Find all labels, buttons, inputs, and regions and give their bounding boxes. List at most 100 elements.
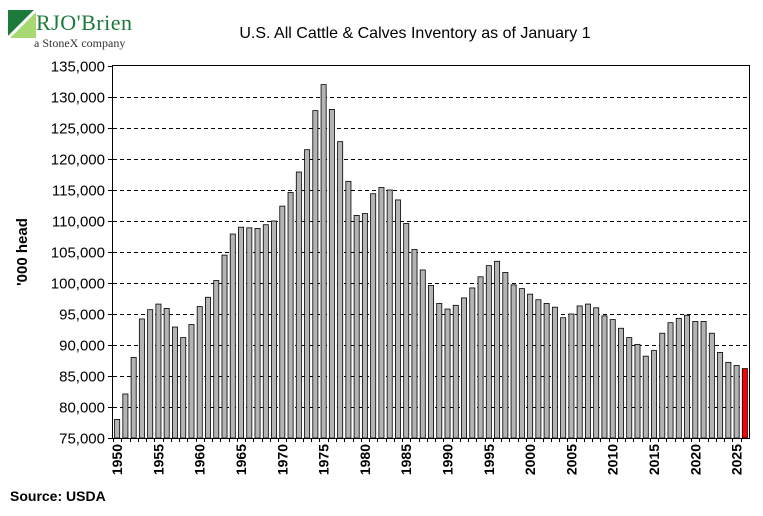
bar-2021	[700, 321, 707, 439]
x-axis-ticks: 1950 1955 1960 1965 1970 1975 1980 1985 1990 1995…	[109, 438, 745, 475]
bar-2023	[717, 352, 724, 439]
source-note: Source: USDA	[10, 488, 106, 504]
x-tick-label: 1970	[274, 444, 290, 475]
bar-1981	[370, 193, 377, 439]
bar-2013	[634, 343, 641, 439]
bar-2025	[733, 365, 740, 439]
x-tick-label: 1995	[481, 444, 497, 475]
bar-1974	[312, 110, 319, 439]
x-tick-label: 1960	[192, 444, 208, 475]
bar-2004	[560, 317, 567, 439]
x-tick-label: 1965	[233, 444, 249, 475]
bar-2009	[601, 315, 608, 439]
chart-title: U.S. All Cattle & Calves Inventory as of…	[239, 25, 590, 42]
bar-2026	[741, 368, 748, 439]
bar-1982	[378, 187, 385, 439]
y-tick-label: 75,000	[59, 431, 105, 448]
bar-1950	[114, 418, 121, 439]
bar-1955	[155, 303, 162, 439]
x-tick-label: 1985	[398, 444, 414, 475]
x-tick-label: 2020	[687, 444, 703, 475]
bar-2010	[609, 319, 616, 439]
bar-1995	[485, 265, 492, 439]
bar-1961	[205, 296, 211, 439]
bar-1997	[502, 272, 509, 439]
y-axis-ticks: 75,000 80,000 85,000 90,000 95,000 100,000 105…	[51, 59, 113, 448]
y-tick-label: 135,000	[51, 59, 105, 76]
bar-1958	[180, 337, 187, 439]
bar-1980	[361, 213, 368, 439]
x-tick-label: 1980	[357, 444, 373, 475]
bar-1992	[461, 297, 468, 439]
y-tick-label: 95,000	[59, 307, 105, 324]
x-tick-label: 1990	[440, 444, 456, 475]
bar-1969	[271, 220, 278, 439]
bar-1972	[295, 171, 302, 439]
bar-1954	[147, 309, 154, 439]
logo-name: RJO'Brien	[36, 10, 133, 35]
bar-2007	[584, 303, 591, 439]
y-tick-label: 115,000	[52, 183, 105, 200]
bar-1989	[436, 303, 443, 439]
y-tick-label: 130,000	[51, 90, 105, 107]
bar-1970	[279, 205, 286, 439]
x-tick-label: 2005	[563, 444, 579, 475]
bar-1988	[428, 285, 434, 439]
bar-1990	[444, 308, 451, 439]
bar-2019	[684, 314, 691, 439]
bar-1952	[130, 356, 137, 439]
bar-2015	[651, 350, 657, 439]
y-tick-label: 120,000	[51, 152, 105, 169]
bar-1968	[262, 224, 269, 439]
bar-1967	[254, 228, 261, 439]
bars	[114, 84, 748, 439]
bar-1953	[138, 318, 145, 439]
bar-2024	[725, 361, 732, 439]
bar-2011	[618, 327, 624, 439]
bar-1959	[188, 324, 195, 439]
bar-2001	[535, 299, 542, 439]
bar-1985	[403, 223, 410, 439]
y-axis-label: '000 head	[14, 218, 31, 286]
bar-2002	[543, 303, 550, 439]
y-tick-label: 100,000	[51, 276, 105, 293]
bar-2005	[568, 313, 575, 439]
bar-1991	[452, 304, 459, 439]
bar-2006	[576, 305, 583, 439]
y-tick-label: 110,000	[52, 214, 105, 231]
bar-2003	[551, 306, 558, 439]
y-tick-label: 90,000	[59, 338, 105, 355]
bar-1979	[353, 215, 360, 439]
x-tick-label: 1955	[150, 444, 166, 475]
bar-1994	[477, 276, 484, 439]
bar-1975	[320, 84, 327, 439]
bar-1951	[122, 393, 129, 439]
x-tick-label: 1975	[316, 444, 332, 475]
bar-1960	[196, 306, 203, 439]
bar-1962	[213, 280, 220, 439]
bar-1977	[337, 141, 344, 439]
bar-1987	[419, 269, 426, 439]
x-tick-label: 2015	[646, 444, 662, 475]
bar-1986	[411, 249, 418, 439]
bar-1983	[386, 189, 393, 439]
bar-1965	[238, 226, 244, 439]
logo-tagline: a StoneX company	[34, 36, 126, 50]
bar-2000	[527, 293, 534, 439]
bar-1984	[394, 199, 401, 439]
bar-1976	[328, 109, 335, 439]
bar-1966	[246, 227, 253, 439]
bar-2008	[593, 307, 600, 439]
x-tick-label: 2025	[729, 444, 745, 475]
x-tick-label: 2010	[605, 444, 621, 475]
bar-2014	[642, 355, 649, 439]
logo-mark-icon	[8, 10, 36, 38]
bar-1971	[287, 192, 294, 439]
bar-1963	[221, 254, 228, 439]
x-tick-label: 2000	[522, 444, 538, 475]
y-tick-label: 105,000	[51, 245, 105, 262]
rjobrien-logo: RJO'Brien a StoneX company	[8, 8, 138, 52]
bar-1996	[494, 260, 501, 439]
y-tick-label: 125,000	[51, 121, 105, 138]
